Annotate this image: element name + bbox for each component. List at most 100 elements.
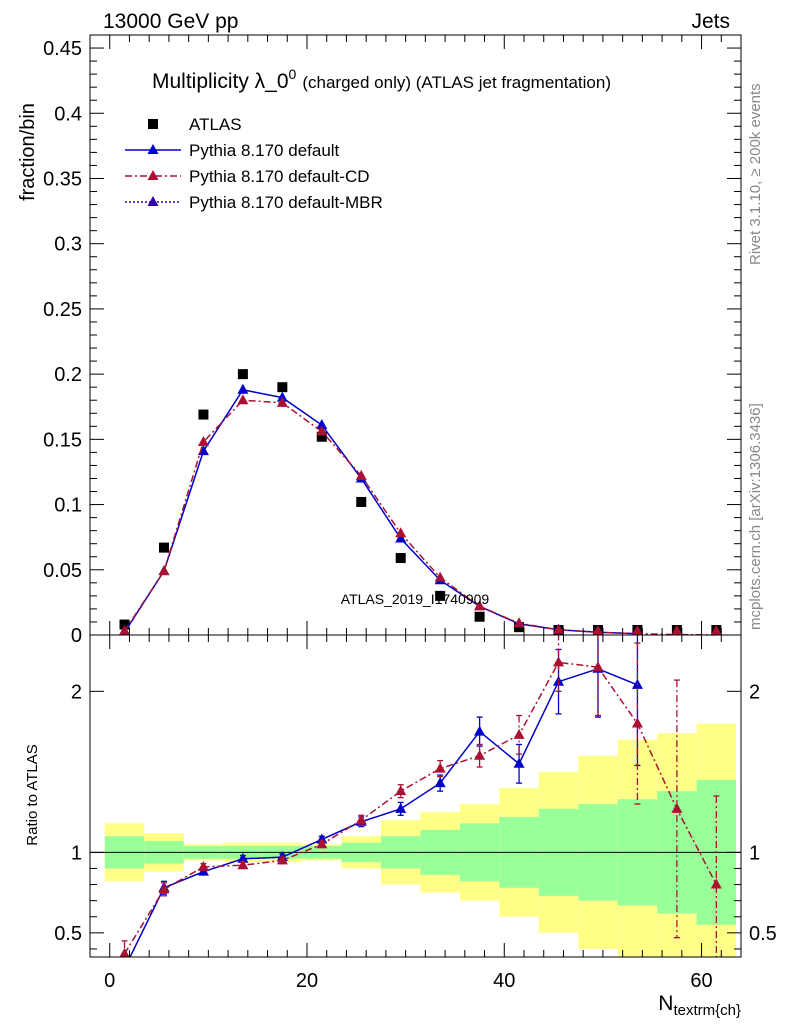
ratio-marker-1	[513, 728, 525, 739]
ratio-y-tick-label: 1	[71, 842, 82, 864]
series-marker-2	[197, 435, 209, 446]
title-main: Multiplicity λ_0	[152, 70, 289, 93]
atlas-data-point	[237, 369, 248, 380]
series-marker-2	[237, 394, 249, 405]
ratio-panel: 0.5 0.51 12 20 20 40 60	[54, 634, 777, 992]
header-left: 13000 GeV pp	[103, 10, 238, 33]
legend: ATLAS Pythia 8.170 default Pythia 8.170 de…	[125, 115, 383, 212]
svg-text:Rivet 3.1.10, ≥ 200k events: Rivet 3.1.10, ≥ 200k events	[747, 83, 764, 265]
series-marker-1	[316, 419, 328, 429]
legend-label: Pythia 8.170 default	[189, 141, 340, 160]
main-ylabel: fraction/bin	[17, 103, 39, 201]
main-y-tick-label: 0.2	[54, 364, 82, 386]
main-y-tick-label: 0.05	[43, 560, 82, 582]
ratio-marker-1	[197, 860, 209, 871]
header-right: Jets	[691, 10, 730, 33]
legend-label: ATLAS	[189, 115, 242, 134]
ratio-marker-0	[237, 852, 249, 863]
ratio-marker-0	[395, 802, 407, 813]
ratio-y-tick-label-right: 2	[749, 681, 760, 703]
series-marker-2	[631, 625, 643, 635]
main-y-tick-label: 0.25	[43, 299, 82, 321]
legend-marker	[147, 170, 159, 180]
side-label-mcplots: mcplots.cern.ch [arXiv:1306.3436]	[747, 403, 764, 630]
ratio-marker-1	[671, 802, 683, 813]
atlas-data-point	[474, 611, 485, 622]
series-marker-2	[395, 527, 407, 538]
main-y-tick-label: 0	[71, 625, 82, 647]
atlas-data-point	[119, 619, 130, 630]
atlas-data-point	[316, 431, 327, 442]
ratio-marker-0	[119, 962, 130, 972]
main-y-tick-label: 0.3	[54, 234, 82, 256]
title-suffix: (charged only) (ATLAS jet fragmentation)	[302, 73, 611, 92]
ratio-marker-1	[592, 661, 604, 672]
x-tick-label: 20	[296, 970, 318, 992]
series-marker-2	[671, 625, 683, 635]
ratio-marker-1	[631, 717, 643, 728]
ratio-marker-1	[355, 814, 367, 825]
legend-label: Pythia 8.170 default-MBR	[189, 193, 383, 212]
x-tick-label: 60	[690, 970, 712, 992]
ratio-marker-1	[119, 947, 130, 957]
legend-marker	[147, 196, 159, 206]
legend-label: Pythia 8.170 default-CD	[189, 167, 370, 186]
ratio-frame	[89, 634, 742, 958]
ratio-ylabel: Ratio to ATLAS	[24, 744, 41, 845]
atlas-data-point	[435, 590, 446, 601]
series-marker-2	[355, 469, 367, 480]
x-tick-label: 40	[493, 970, 515, 992]
series-marker-2	[276, 396, 288, 407]
series-marker-2	[158, 565, 170, 576]
ratio-marker-1	[276, 854, 288, 865]
atlas-data-point	[158, 542, 169, 553]
legend-marker-atlas	[148, 119, 158, 129]
ratio-y-tick-label-right: 0.5	[749, 923, 777, 945]
ratio-marker-1	[474, 749, 486, 760]
series-marker-2	[592, 625, 604, 635]
watermark: ATLAS_2019_I1740909	[341, 591, 490, 607]
main-panel: 0 0.05 0.1 0.15 0.2 0.25 0.3 0.35 0.4 0.45 ATLAS_…	[43, 34, 742, 647]
ratio-line-0	[129, 668, 638, 957]
svg-text:mcplots.cern.ch [arXiv:1306.34: mcplots.cern.ch [arXiv:1306.3436]	[747, 403, 764, 630]
series-marker-2	[434, 571, 446, 582]
ratio-marker-0	[513, 757, 525, 768]
series-marker-2	[119, 625, 131, 635]
ratio-marker-1	[237, 859, 249, 870]
x-axis-label: Ntextrm{ch}	[658, 992, 741, 1019]
series-marker-2	[553, 623, 565, 634]
ratio-marker-1	[434, 762, 446, 773]
main-y-tick-label: 0.35	[43, 168, 82, 190]
main-plot-area	[90, 35, 741, 635]
ratio-marker-1	[710, 878, 722, 889]
atlas-data-point	[356, 496, 367, 507]
svg-text:fraction/bin: fraction/bin	[17, 103, 39, 201]
ratio-marker-1	[316, 838, 328, 849]
title-superscript: 0	[289, 66, 297, 82]
side-label-rivet: Rivet 3.1.10, ≥ 200k events	[747, 83, 764, 265]
x-tick-label: 0	[104, 970, 115, 992]
main-y-tick-label: 0.1	[54, 495, 82, 517]
atlas-data-point	[198, 409, 209, 420]
ratio-marker-1	[158, 883, 170, 894]
ratio-y-tick-label: 0.5	[54, 923, 82, 945]
series-marker-1	[395, 532, 407, 543]
series-marker-2	[710, 625, 722, 635]
ratio-y-tick-label: 2	[71, 681, 82, 703]
ratio-line-1	[123, 661, 718, 955]
ratio-marker-1	[395, 785, 407, 796]
main-y-tick-label: 0.15	[43, 429, 82, 451]
series-marker-2	[513, 617, 525, 628]
svg-text:Ratio to ATLAS: Ratio to ATLAS	[24, 744, 41, 845]
series-marker-1	[276, 391, 288, 402]
legend-marker	[147, 144, 159, 154]
series-marker-2	[316, 425, 328, 436]
atlas-data-point	[395, 553, 406, 564]
atlas-data-point	[277, 382, 288, 393]
main-y-tick-label: 0.45	[43, 38, 82, 60]
series-line-2	[123, 399, 717, 636]
main-title: Multiplicity λ_00 (charged only) (ATLAS j…	[152, 66, 611, 93]
ratio-y-tick-label-right: 1	[749, 842, 760, 864]
main-y-tick-label: 0.4	[54, 103, 82, 125]
